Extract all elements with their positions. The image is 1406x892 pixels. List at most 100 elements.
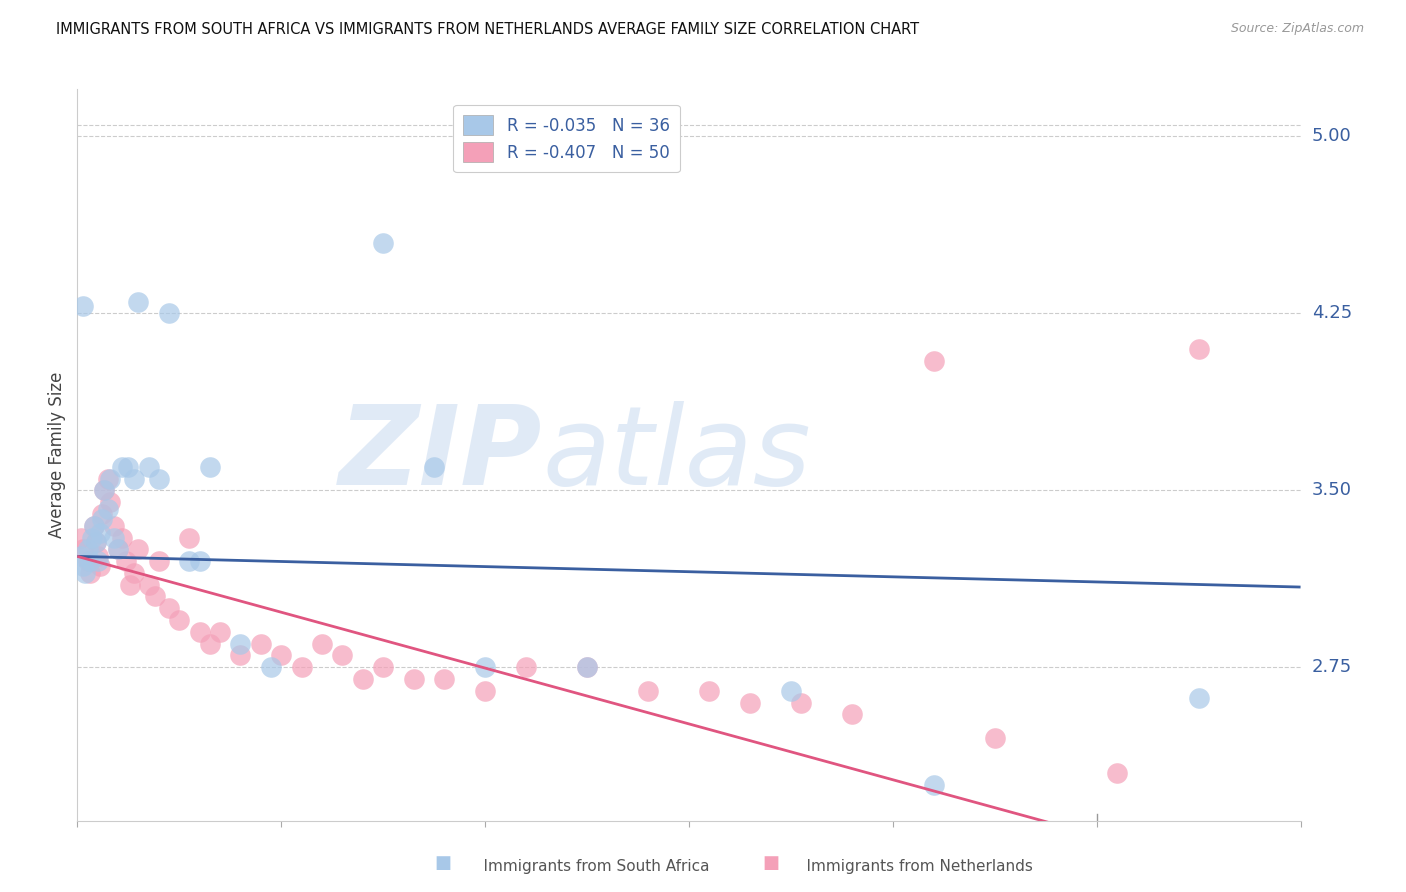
Point (89, 558, 111, 573)
Point (98, 471, 121, 485)
Text: IMMIGRANTS FROM SOUTH AFRICA VS IMMIGRANTS FROM NETHERLANDS AVERAGE FAMILY SIZE : IMMIGRANTS FROM SOUTH AFRICA VS IMMIGRAN… (56, 22, 920, 37)
Point (260, 660, 283, 674)
Point (198, 637, 221, 651)
Text: Immigrants from Netherlands: Immigrants from Netherlands (787, 859, 1033, 874)
Point (1187, 690, 1209, 705)
Point (90, 511, 112, 525)
Point (984, 731, 1007, 745)
Point (111, 531, 134, 545)
Point (72, 299, 94, 313)
Text: ■: ■ (434, 855, 451, 872)
Point (270, 648, 292, 663)
Point (124, 471, 146, 485)
Text: atlas: atlas (543, 401, 811, 508)
Point (107, 542, 129, 557)
Point (103, 531, 125, 545)
Point (70, 549, 93, 564)
Point (1107, 766, 1129, 780)
Point (474, 684, 496, 698)
Point (90, 507, 112, 521)
Point (124, 566, 146, 580)
Point (89, 525, 111, 540)
Point (103, 518, 125, 533)
Point (198, 459, 221, 474)
Point (208, 624, 231, 639)
Point (841, 707, 863, 722)
Point (84, 535, 107, 549)
Point (76, 542, 98, 557)
Text: 3.50: 3.50 (1312, 482, 1351, 500)
Point (87, 549, 110, 564)
Point (250, 637, 273, 651)
Point (229, 637, 252, 651)
Text: ■: ■ (762, 855, 779, 872)
Point (72, 542, 94, 557)
Point (111, 459, 134, 474)
Point (148, 554, 170, 568)
Point (93, 483, 115, 498)
Point (229, 648, 252, 663)
Point (72, 558, 94, 573)
Point (83, 518, 105, 533)
Point (70, 531, 93, 545)
Point (779, 684, 801, 698)
Point (1187, 342, 1209, 356)
Text: 4.25: 4.25 (1312, 304, 1353, 322)
Text: ZIP: ZIP (339, 401, 543, 508)
Point (75, 566, 97, 580)
Point (311, 637, 333, 651)
Point (157, 601, 180, 615)
Text: 5.00: 5.00 (1312, 128, 1351, 145)
Point (352, 672, 374, 686)
Point (922, 778, 945, 792)
Point (115, 554, 138, 568)
Point (423, 459, 446, 474)
Point (290, 660, 312, 674)
Point (188, 554, 211, 568)
Point (515, 660, 537, 674)
Point (97, 471, 120, 485)
Point (188, 624, 211, 639)
Point (179, 554, 201, 568)
Point (98, 495, 121, 509)
Point (922, 353, 945, 368)
Point (97, 502, 120, 516)
Y-axis label: Average Family Size: Average Family Size (48, 372, 66, 538)
Legend: R = -0.035   N = 36, R = -0.407   N = 50: R = -0.035 N = 36, R = -0.407 N = 50 (454, 105, 679, 172)
Point (107, 542, 129, 557)
Point (120, 577, 142, 591)
Point (371, 235, 394, 250)
Point (80, 531, 103, 545)
Point (117, 459, 139, 474)
Point (83, 518, 105, 533)
Point (87, 554, 110, 568)
Point (576, 660, 599, 674)
Text: 2.75: 2.75 (1312, 658, 1353, 676)
Point (576, 660, 599, 674)
Point (332, 648, 354, 663)
Point (138, 577, 160, 591)
Point (79, 554, 101, 568)
Point (790, 696, 813, 710)
Point (127, 294, 149, 309)
Point (93, 483, 115, 498)
Point (148, 471, 170, 485)
Point (402, 672, 425, 686)
Point (740, 696, 762, 710)
Point (637, 684, 659, 698)
Point (79, 566, 101, 580)
Point (433, 672, 456, 686)
Point (179, 531, 201, 545)
Text: Immigrants from South Africa: Immigrants from South Africa (464, 859, 710, 874)
Point (169, 613, 191, 627)
Point (138, 459, 160, 474)
Point (143, 590, 166, 604)
Text: Source: ZipAtlas.com: Source: ZipAtlas.com (1230, 22, 1364, 36)
Point (127, 542, 149, 557)
Point (474, 660, 496, 674)
Point (371, 660, 394, 674)
Point (84, 535, 107, 549)
Point (157, 306, 180, 320)
Point (76, 554, 98, 568)
Point (699, 684, 721, 698)
